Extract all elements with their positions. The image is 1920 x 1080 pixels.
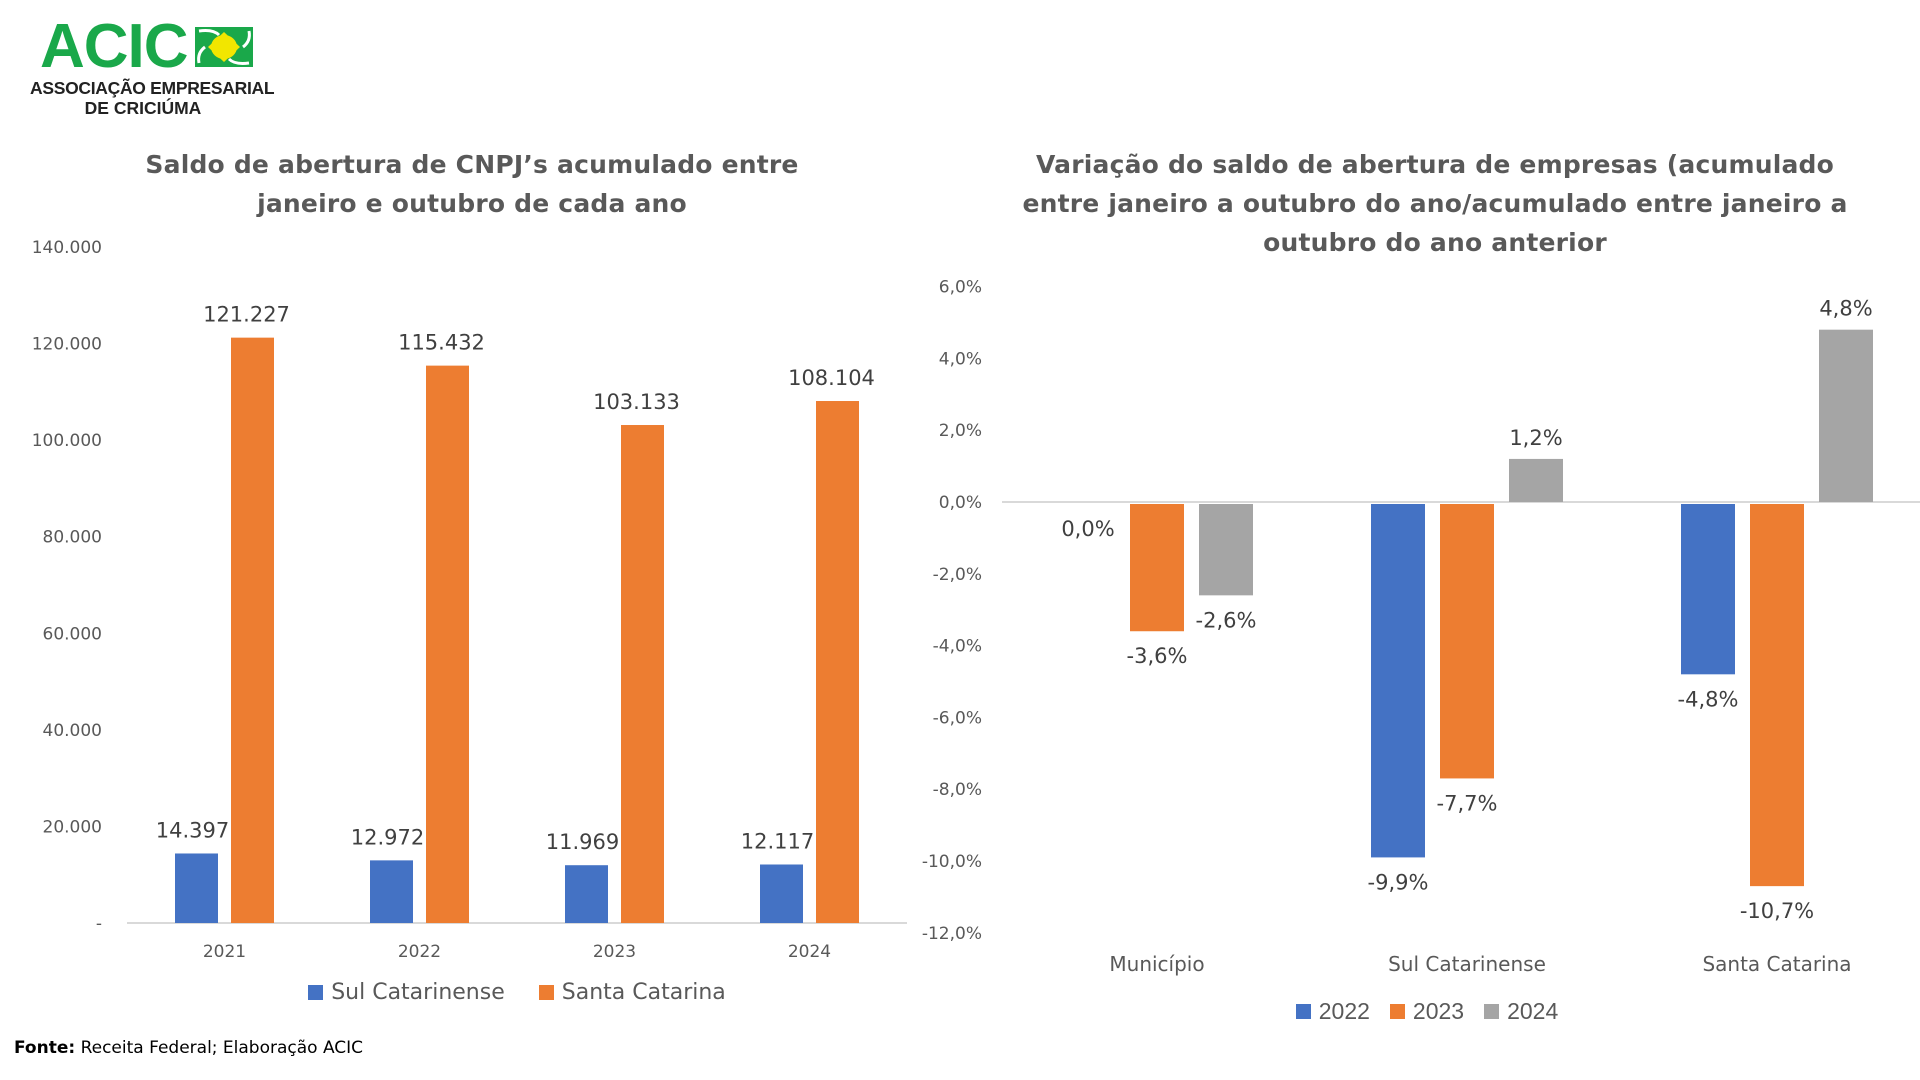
logo-subtitle-line1: ASSOCIAÇÃO EMPRESARIAL xyxy=(30,78,275,98)
y-tick-label: 140.000 xyxy=(32,238,102,258)
right-chart-title-line: entre janeiro a outubro do ano/acumulado… xyxy=(1022,189,1848,218)
bar-sul-catarinense-2022 xyxy=(370,860,413,923)
legend-label: 2022 xyxy=(1318,998,1370,1024)
data-label: 115.432 xyxy=(398,331,485,355)
data-label: 12.972 xyxy=(351,825,424,849)
logo-emblem-icon xyxy=(195,27,253,67)
x-tick-label: 2021 xyxy=(203,942,246,962)
legend-swatch xyxy=(538,985,554,1000)
right-chart-legend: 2022 2023 2024 xyxy=(1002,998,1872,1025)
y-tick-label: 60.000 xyxy=(43,624,102,644)
data-label: 0,0% xyxy=(1061,517,1114,541)
y-tick-label: 120.000 xyxy=(32,335,102,355)
data-label: 11.969 xyxy=(546,830,619,854)
bar-santa-catarina-2024 xyxy=(816,401,859,924)
y-tick-label: -4,0% xyxy=(933,637,982,657)
y-tick-label: -6,0% xyxy=(933,708,982,728)
bar-2023-municipio xyxy=(1130,504,1184,632)
legend-item-santa-catarina: Santa Catarina xyxy=(538,980,726,1005)
data-label: 14.397 xyxy=(156,818,229,842)
legend-label: 2023 xyxy=(1412,998,1465,1024)
data-label: 1,2% xyxy=(1509,426,1562,450)
legend-label: Sul Catarinense xyxy=(331,980,505,1005)
left-chart-title-line: janeiro e outubro de cada ano xyxy=(257,189,687,218)
y-tick-label: -12,0% xyxy=(922,924,982,944)
bar-2022-santa-catarina xyxy=(1681,504,1735,675)
logo-wordmark: ACIC xyxy=(40,12,189,81)
right-chart-title-line: outubro do ano anterior xyxy=(1263,228,1607,257)
bar-2023-santa-catarina xyxy=(1750,504,1804,887)
bar-2024-municipio xyxy=(1199,504,1253,596)
data-label: -2,6% xyxy=(1196,608,1257,632)
y-tick-label: 40.000 xyxy=(43,721,102,741)
data-label: 12.117 xyxy=(741,829,814,853)
source-note: Fonte: Receita Federal; Elaboração ACIC xyxy=(14,1038,363,1058)
right-chart-title-line: Variação do saldo de abertura de empresa… xyxy=(1035,150,1835,179)
left-chart-title: Saldo de abertura de CNPJ’s acumulado en… xyxy=(127,145,817,223)
data-label: -10,7% xyxy=(1740,899,1814,923)
legend-item-2023: 2023 xyxy=(1389,998,1465,1025)
legend-item-2024: 2024 xyxy=(1484,998,1558,1025)
bar-2023-sul-catarinense xyxy=(1440,504,1494,779)
y-tick-label: 2,0% xyxy=(939,421,982,441)
bar-santa-catarina-2022 xyxy=(426,365,469,923)
bar-2024-sul-catarinense xyxy=(1509,458,1563,502)
x-tick-label: 2023 xyxy=(593,942,636,962)
y-tick-label: 0,0% xyxy=(939,493,982,513)
left-chart-legend: Sul Catarinense Santa Catarina xyxy=(127,980,907,1005)
y-tick-label: 4,0% xyxy=(939,349,982,369)
bar-santa-catarina-2021 xyxy=(231,337,274,924)
legend-label: 2024 xyxy=(1507,998,1559,1024)
bar-santa-catarina-2023 xyxy=(621,425,664,923)
y-tick-label: 6,0% xyxy=(939,278,982,298)
y-tick-label: 80.000 xyxy=(43,528,102,548)
source-label: Fonte: xyxy=(14,1038,76,1058)
y-tick-label: 100.000 xyxy=(32,431,102,451)
x-tick-label: 2022 xyxy=(398,942,441,962)
data-label: 108.104 xyxy=(788,366,875,390)
legend-item-sul-catarinense: Sul Catarinense xyxy=(308,980,505,1005)
legend-swatch xyxy=(308,985,324,1000)
legend-swatch xyxy=(1295,1004,1311,1019)
y-tick-label: -8,0% xyxy=(933,780,982,800)
logo-subtitle-line2: DE CRICIÚMA xyxy=(84,98,202,118)
bar-2024-santa-catarina xyxy=(1819,329,1873,502)
bar-2022-sul-catarinense xyxy=(1371,504,1425,858)
y-tick-label: 20.000 xyxy=(43,817,102,837)
data-label: -7,7% xyxy=(1437,791,1498,815)
source-text: Receita Federal; Elaboração ACIC xyxy=(80,1038,364,1058)
right-chart-title: Variação do saldo de abertura de empresa… xyxy=(1010,145,1860,262)
legend-swatch xyxy=(1389,1004,1405,1019)
y-tick-label: -2,0% xyxy=(933,565,982,585)
category-label: Santa Catarina xyxy=(1702,952,1851,976)
data-label: 121.227 xyxy=(203,303,290,327)
legend-label: Santa Catarina xyxy=(561,980,726,1005)
left-chart-title-line: Saldo de abertura de CNPJ’s acumulado en… xyxy=(145,150,799,179)
y-tick-label: -10,0% xyxy=(922,852,982,872)
data-label: -4,8% xyxy=(1678,687,1739,711)
data-label: 103.133 xyxy=(593,390,680,414)
category-label: Sul Catarinense xyxy=(1388,952,1546,976)
bar-sul-catarinense-2023 xyxy=(565,865,608,923)
data-label: 4,8% xyxy=(1819,297,1872,321)
y-tick-label: - xyxy=(96,914,102,934)
data-label: -3,6% xyxy=(1127,644,1188,668)
category-label: Município xyxy=(1109,952,1204,976)
bar-sul-catarinense-2021 xyxy=(175,853,218,923)
legend-swatch xyxy=(1484,1004,1500,1019)
data-label: -9,9% xyxy=(1368,870,1429,894)
x-tick-label: 2024 xyxy=(788,942,831,962)
legend-item-2022: 2022 xyxy=(1295,998,1370,1025)
bar-sul-catarinense-2024 xyxy=(760,864,803,923)
